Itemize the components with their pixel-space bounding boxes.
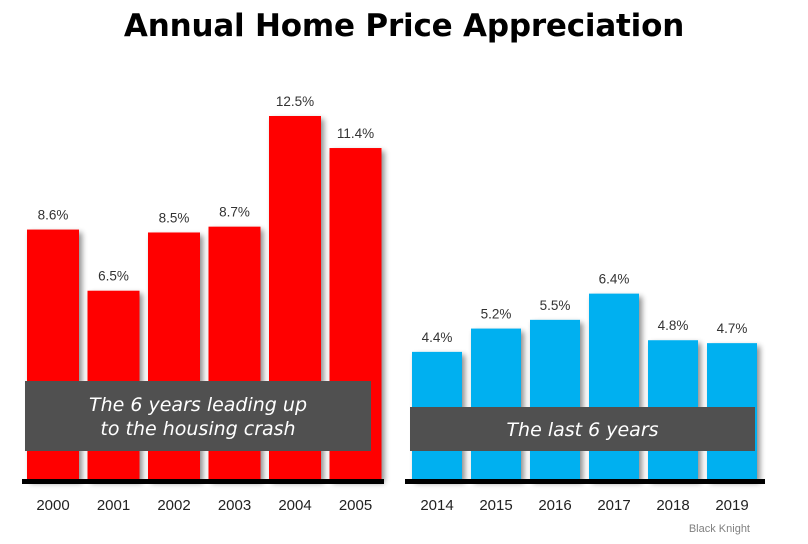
x-axis-recent <box>405 479 765 484</box>
annotation-box-recent <box>410 407 755 451</box>
annotation-box-pre-crash <box>25 381 371 451</box>
bar-2017[interactable] <box>589 293 639 480</box>
annotation-text-recent-1: The last 6 years <box>506 419 658 441</box>
bar-2015[interactable] <box>471 328 521 480</box>
tick-label-2017: 2017 <box>597 497 630 514</box>
annotation-text-pre-crash-1: The 6 years leading up <box>89 394 307 416</box>
value-label-2018: 4.8% <box>658 318 689 333</box>
value-label-2003: 8.7% <box>219 205 250 220</box>
tick-label-2000: 2000 <box>36 497 69 514</box>
tick-label-2016: 2016 <box>538 497 571 514</box>
tick-label-2014: 2014 <box>420 497 453 514</box>
value-label-2019: 4.7% <box>717 321 748 336</box>
annotation-text-pre-crash-2: to the housing crash <box>100 418 295 440</box>
source-label: Black Knight <box>688 523 750 535</box>
panel-recent: 4.4% 2014 5.2% 2015 5.5% 2016 6.4% 2017 4.8% 2018… <box>405 272 765 514</box>
tick-label-2015: 2015 <box>479 497 512 514</box>
value-label-2014: 4.4% <box>422 330 453 345</box>
panel-pre-crash: 8.6% 2000 6.5% 2001 8.5% 2002 8.7% 2003 12.5% 200… <box>22 94 384 514</box>
value-label-2002: 8.5% <box>159 210 190 225</box>
tick-label-2018: 2018 <box>656 497 689 514</box>
chart-title: Annual Home Price Appreciation <box>123 8 685 44</box>
value-label-2015: 5.2% <box>481 307 512 322</box>
value-label-2001: 6.5% <box>98 269 129 284</box>
value-label-2005: 11.4% <box>337 126 374 141</box>
bar-2016[interactable] <box>530 319 580 480</box>
x-axis-pre-crash <box>22 479 384 484</box>
value-label-2017: 6.4% <box>599 272 630 287</box>
value-label-2000: 8.6% <box>38 208 69 223</box>
value-label-2004: 12.5% <box>276 94 314 109</box>
tick-label-2001: 2001 <box>97 497 130 514</box>
tick-label-2002: 2002 <box>157 497 190 514</box>
tick-label-2003: 2003 <box>218 497 251 514</box>
tick-label-2019: 2019 <box>715 497 748 514</box>
tick-label-2005: 2005 <box>339 497 372 514</box>
tick-label-2004: 2004 <box>278 497 311 514</box>
value-label-2016: 5.5% <box>540 298 571 313</box>
